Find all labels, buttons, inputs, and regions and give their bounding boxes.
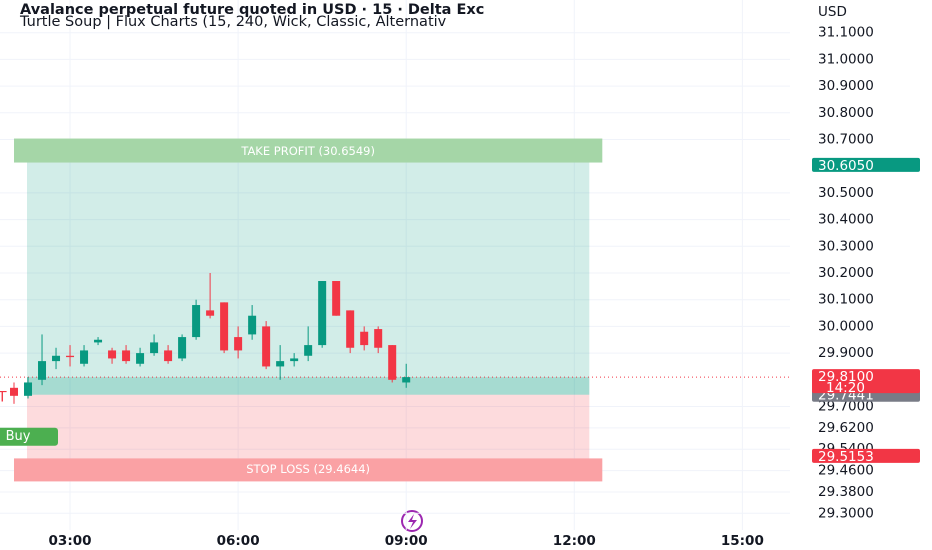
candle-body <box>66 355 75 358</box>
candle-body <box>234 337 243 351</box>
x-tick-label: 15:00 <box>721 533 764 549</box>
y-tick-label: 30.7000 <box>818 132 874 148</box>
candle-body <box>136 353 145 364</box>
candle-body <box>122 350 131 362</box>
take-profit-box <box>14 138 603 163</box>
candle-body <box>52 355 61 362</box>
price-tag-label: 29.5153 <box>818 449 874 465</box>
candle-body <box>262 326 271 367</box>
y-tick-label: 29.7000 <box>818 399 874 415</box>
candle-body <box>24 382 33 396</box>
candle-body <box>94 339 103 343</box>
y-tick-label: 30.0000 <box>818 318 874 334</box>
y-tick-label: 30.8000 <box>818 105 874 121</box>
candle-body <box>108 350 117 359</box>
y-tick-label: 31.0000 <box>818 51 874 67</box>
candle-body <box>178 337 187 359</box>
candle-body <box>388 345 397 380</box>
candle-body <box>290 358 299 362</box>
stop-loss-box <box>14 458 603 482</box>
candle-body <box>346 310 355 348</box>
signal-label: T <box>0 390 7 406</box>
candle-body <box>220 302 229 351</box>
candle-body <box>402 377 411 383</box>
current-price-tag-box <box>812 369 920 394</box>
candle-body <box>150 342 159 354</box>
price-tag-box <box>812 157 920 172</box>
event-icon-bolt <box>408 514 417 529</box>
y-tick-label: 29.9000 <box>818 345 874 361</box>
chart-subtitle: Turtle Soup | Flux Charts (15, 240, Wick… <box>19 14 447 30</box>
y-tick-label: 30.4000 <box>818 212 874 228</box>
candle-body <box>318 281 327 346</box>
x-tick-label: 09:00 <box>385 533 428 549</box>
y-tick-label: 30.3000 <box>818 238 874 254</box>
axis-unit: USD <box>818 4 847 20</box>
chart-title: Avalance perpetual future quoted in USD … <box>20 2 484 18</box>
candle-body <box>206 310 215 316</box>
y-tick-label: 30.5000 <box>818 185 874 201</box>
y-tick-label: 30.9000 <box>818 78 874 94</box>
y-tick-label: 30.2000 <box>818 265 874 281</box>
candle-body <box>332 281 341 316</box>
candle-body <box>164 350 173 362</box>
candle-body <box>304 345 313 356</box>
x-tick-label: 12:00 <box>553 533 596 549</box>
candle-body <box>10 387 19 396</box>
candle-body <box>248 315 257 335</box>
open-profit-zone <box>27 377 590 395</box>
candle-body <box>276 361 285 367</box>
take-profit-label: TAKE PROFIT (30.6549) <box>240 144 375 158</box>
y-tick-label: 29.6200 <box>818 420 874 436</box>
y-tick-label: 29.3800 <box>818 484 874 500</box>
buy-label: Buy <box>6 429 31 444</box>
candle-body <box>80 350 89 364</box>
current-price-tag-label: 29.8100 <box>818 369 874 385</box>
price-tag-box <box>812 448 920 463</box>
event-icon <box>401 510 423 532</box>
countdown-label: 14:20 <box>826 380 865 396</box>
candle-body <box>374 329 383 348</box>
y-tick-label: 29.3000 <box>818 505 874 521</box>
price-tag-label: 30.6050 <box>818 158 874 174</box>
x-tick-label: 03:00 <box>49 533 92 549</box>
y-tick-label: 30.1000 <box>818 292 874 308</box>
candle-body <box>38 361 47 380</box>
buy-label-box <box>0 427 58 446</box>
stop-loss-label: STOP LOSS (29.4644) <box>246 462 370 476</box>
candle-body <box>360 331 369 346</box>
y-tick-label: 29.4600 <box>818 463 874 479</box>
candle-body <box>192 305 201 338</box>
y-tick-label: 31.1000 <box>818 25 874 41</box>
x-tick-label: 06:00 <box>217 533 260 549</box>
loss-zone <box>27 394 590 470</box>
